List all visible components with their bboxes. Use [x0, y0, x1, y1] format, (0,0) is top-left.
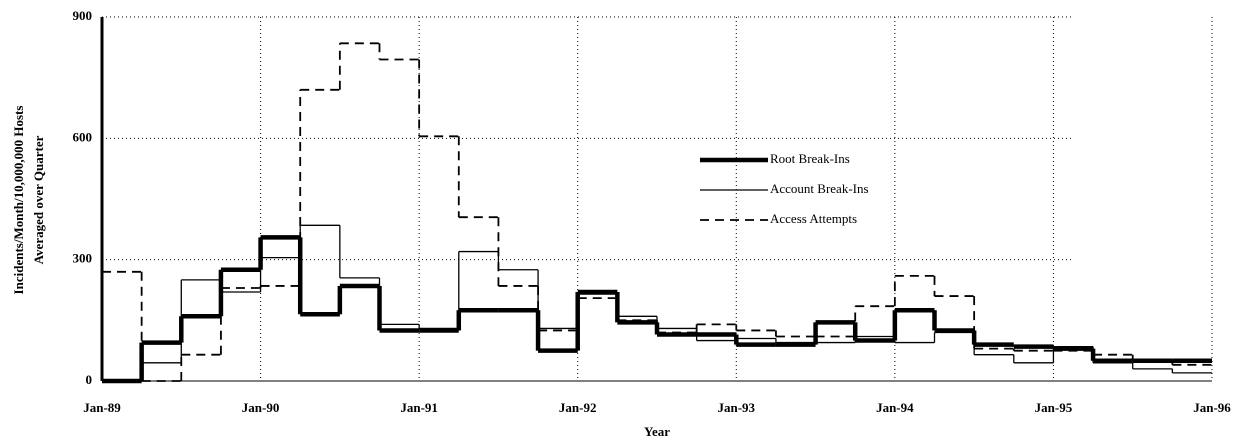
x-tick-label: Jan-92 [559, 400, 597, 415]
legend-label: Account Break-Ins [770, 181, 869, 196]
legend-label: Access Attempts [770, 211, 857, 226]
x-tick-label: Jan-91 [400, 400, 438, 415]
x-tick-label: Jan-93 [718, 400, 756, 415]
x-axis-label: Year [644, 424, 670, 439]
x-tick-label: Jan-94 [876, 400, 914, 415]
legend-label: Root Break-Ins [770, 151, 850, 166]
x-tick-label: Jan-90 [242, 400, 280, 415]
x-tick-label: Jan-89 [83, 400, 121, 415]
y-axis-label: Averaged over Quarter [31, 135, 46, 264]
y-tick-label: 300 [73, 251, 93, 266]
y-tick-label: 600 [73, 129, 93, 144]
y-tick-label: 900 [73, 8, 93, 23]
x-tick-label: Jan-95 [1035, 400, 1073, 415]
y-axis-label: Incidents/Month/10,000,000 Hosts [11, 106, 26, 295]
x-tick-label: Jan-96 [1193, 400, 1231, 415]
y-tick-label: 0 [86, 372, 93, 387]
